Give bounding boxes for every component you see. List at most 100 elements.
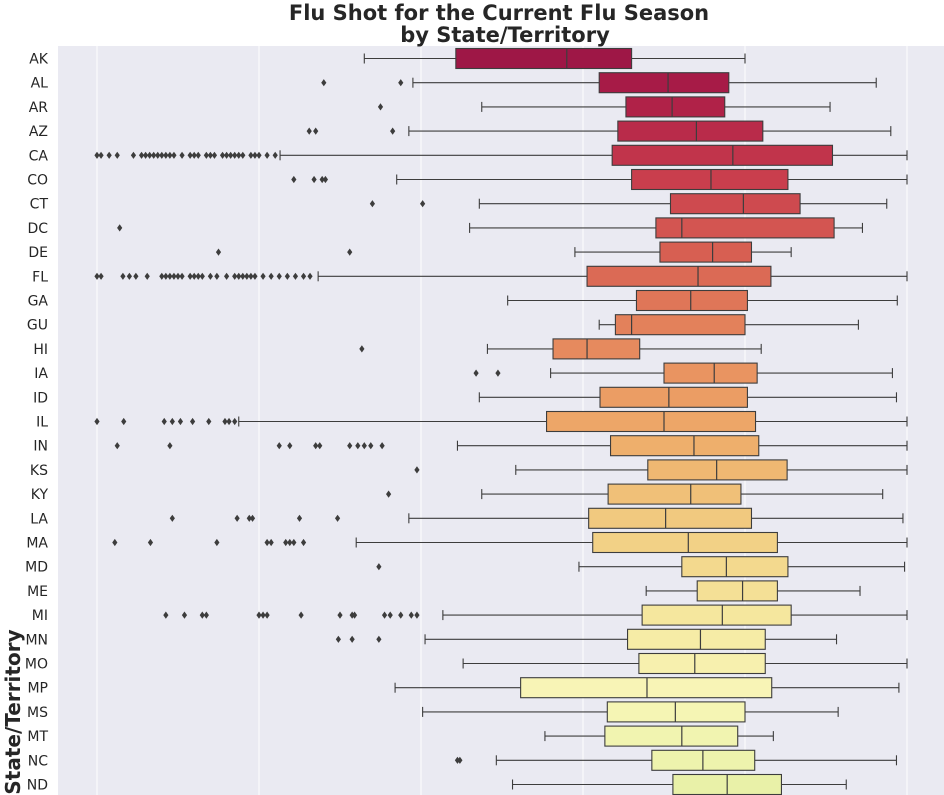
outlier-point — [272, 151, 278, 159]
outlier-point — [313, 127, 319, 135]
y-tick-label: MT — [27, 729, 48, 745]
outlier-point — [355, 442, 361, 450]
iqr-box — [588, 507, 753, 529]
outlier-point — [167, 272, 173, 280]
box-md — [376, 556, 906, 578]
outlier-point — [317, 442, 323, 450]
box-dc — [117, 217, 864, 239]
y-tick-label: MI — [32, 608, 48, 624]
outlier-point — [408, 611, 414, 619]
outlier-point — [246, 514, 252, 522]
box-mi — [163, 604, 908, 626]
y-tick-label: IL — [36, 415, 48, 431]
outlier-point — [114, 151, 120, 159]
y-tick-label: MO — [25, 657, 48, 673]
outlier-point — [335, 635, 341, 643]
outlier-point — [187, 272, 193, 280]
y-tick-label: CO — [27, 173, 48, 189]
outlier-point — [155, 151, 161, 159]
y-axis-label: State/Territory — [1, 629, 25, 794]
iqr-box — [520, 677, 773, 699]
outlier-point — [177, 417, 184, 426]
outlier-point — [159, 151, 165, 159]
outlier-point — [98, 151, 104, 159]
outlier-point — [296, 514, 303, 522]
y-tick-label: CA — [29, 148, 49, 164]
outlier-point — [195, 151, 201, 159]
y-tick-label: AK — [29, 52, 49, 68]
outlier-point — [313, 442, 319, 450]
iqr-box — [592, 531, 778, 554]
outlier-point — [334, 514, 341, 522]
outlier-point — [163, 272, 169, 280]
outlier-point — [112, 538, 118, 547]
outlier-point — [473, 369, 479, 377]
outlier-point — [232, 417, 238, 426]
outlier-point — [144, 272, 150, 280]
outlier-point — [291, 538, 297, 547]
outlier-point — [240, 272, 246, 280]
outlier-point — [300, 272, 307, 280]
box-nd — [511, 773, 847, 795]
box-mp — [394, 677, 900, 699]
outlier-point — [224, 151, 230, 159]
y-tick-label: ND — [27, 778, 48, 794]
outlier-point — [181, 611, 188, 619]
box-me — [645, 580, 861, 602]
outlier-point — [256, 611, 262, 619]
iqr-box — [586, 265, 772, 287]
outlier-point — [207, 272, 213, 280]
iqr-box — [604, 725, 739, 747]
y-tick-label: HI — [33, 342, 48, 358]
iqr-box — [611, 144, 834, 166]
outlier-point — [151, 151, 157, 159]
outlier-point — [256, 151, 262, 159]
y-tick-label: GA — [28, 294, 49, 310]
outlier-point — [376, 635, 382, 643]
outlier-point — [414, 611, 420, 619]
outlier-point — [298, 611, 304, 619]
box-fl — [94, 265, 908, 287]
outlier-point — [387, 611, 393, 619]
iqr-box — [617, 120, 764, 142]
iqr-box — [599, 386, 748, 408]
y-tick-label: ME — [27, 584, 48, 600]
box-id — [478, 386, 898, 408]
y-tick-label: DC — [27, 221, 48, 237]
box-il — [94, 410, 908, 433]
outlier-point — [147, 538, 154, 547]
outlier-point — [171, 151, 177, 159]
outlier-point — [120, 272, 126, 280]
box-nc — [454, 749, 898, 771]
outlier-point — [390, 127, 396, 135]
iqr-box — [545, 410, 757, 433]
outlier-point — [351, 611, 358, 619]
outlier-point — [203, 151, 209, 159]
outlier-point — [337, 611, 343, 619]
outlier-point — [347, 248, 353, 256]
outlier-point — [300, 538, 307, 547]
y-tick-label: DE — [28, 245, 48, 261]
outlier-point — [94, 151, 100, 159]
outlier-point — [268, 272, 274, 280]
outlier-point — [219, 151, 226, 159]
outlier-point — [169, 514, 175, 522]
y-tick-labels: AK AL AR AZ CA CO CT DC DE FL GA GU HI IA ID IL IN KS KY LA… — [25, 52, 49, 794]
outlier-point — [203, 611, 209, 619]
outlier-point — [244, 272, 250, 280]
outlier-point — [307, 272, 313, 280]
outlier-point — [292, 272, 299, 280]
outlier-point — [361, 442, 367, 450]
y-tick-label: KS — [30, 463, 48, 479]
outlier-point — [377, 103, 384, 111]
outlier-point — [228, 151, 234, 159]
outlier-point — [167, 442, 173, 450]
y-tick-label: AZ — [29, 124, 48, 140]
outlier-point — [236, 151, 242, 159]
outlier-point — [249, 514, 256, 522]
outlier-point — [359, 345, 365, 353]
y-tick-label: CT — [30, 197, 49, 213]
outlier-point — [347, 442, 353, 450]
outlier-point — [369, 200, 375, 208]
